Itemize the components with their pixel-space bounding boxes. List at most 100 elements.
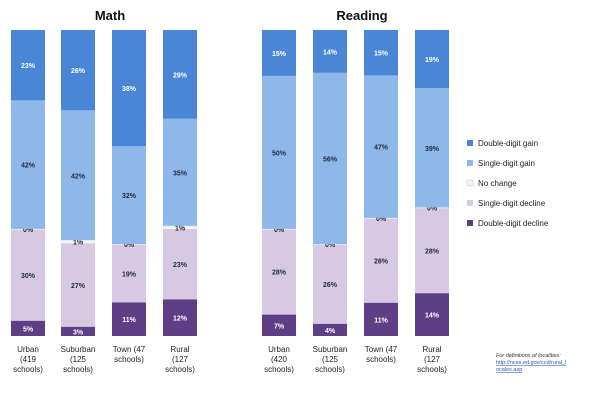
math-label-single-digit-gain-4: 35% (173, 170, 188, 177)
math-label-no-change-1: 0% (23, 227, 34, 234)
reading-label-double-digit-decline-1: 7% (274, 323, 285, 330)
reading-bar-double-digit-decline-3 (364, 302, 398, 336)
math-label-double-digit-gain-4: 29% (173, 72, 188, 79)
reading-bar-single-digit-gain-1 (262, 75, 296, 229)
reading-label-no-change-4: 0% (427, 205, 438, 212)
reading-label-single-digit-decline-1: 28% (272, 270, 287, 277)
math-category-label-3: Town (47 schools) (113, 345, 146, 364)
reading-bar-single-digit-gain-2 (313, 72, 347, 245)
reading-bars: 7% 28% 0% 50% 15% 4% 26% 0% 56% 14% 11% 28% 0% 47% 15%… (262, 30, 449, 336)
math-bars: 5% 30% 0% 42% 23% 3% 27% 1% 42% 26% 11% 19% 0% 32% 38%… (11, 30, 197, 336)
reading-bar-single-digit-decline-3 (364, 217, 398, 303)
reading-bar-double-digit-decline-1 (262, 314, 296, 336)
math-bar-no-change-2 (61, 240, 95, 244)
math-category-label-1: Urban (419 schools) (13, 345, 43, 374)
reading-label-single-digit-gain-3: 47% (374, 145, 389, 152)
legend-swatch-single-digit-gain (467, 160, 473, 166)
reading-category-label-3: Town (47 schools) (365, 345, 398, 364)
reading-label-single-digit-gain-1: 50% (272, 150, 287, 157)
math-bar-single-digit-gain-4 (163, 118, 197, 226)
math-label-single-digit-decline-2: 27% (71, 283, 86, 290)
legend-label-single-digit-gain: Single-digit gain (478, 159, 535, 168)
math-bar-double-digit-gain-3 (112, 30, 146, 147)
math-bar-double-digit-decline-3 (112, 302, 146, 336)
reading-category-label-2: Suburban (125 schools) (313, 345, 348, 374)
legend-swatch-double-digit-decline (467, 220, 473, 226)
math-label-single-digit-decline-3: 19% (122, 271, 137, 278)
reading-label-single-digit-gain-4: 39% (425, 146, 440, 153)
reading-panel: Reading 7% 28% 0% 50% 15% 4% 26% 0% 56% 14% 11% 28%… (262, 8, 449, 374)
math-title: Math (95, 8, 125, 23)
math-label-double-digit-gain-1: 23% (21, 63, 36, 70)
legend-swatch-no-change (466, 179, 474, 187)
reading-label-double-digit-gain-1: 15% (272, 51, 287, 58)
math-label-double-digit-gain-3: 38% (122, 86, 137, 93)
math-label-no-change-4: 1% (175, 225, 186, 232)
math-label-double-digit-gain-2: 26% (71, 68, 86, 75)
math-bar-double-digit-decline-1 (11, 320, 45, 336)
reading-category-label-4: Rural (127 schools) (417, 345, 447, 374)
math-label-double-digit-decline-2: 3% (73, 329, 84, 336)
math-label-single-digit-decline-1: 30% (21, 273, 36, 280)
legend: Double-digit gain Single-digit gain No cha… (466, 139, 549, 228)
reading-bar-single-digit-decline-1 (262, 228, 296, 315)
reading-label-single-digit-decline-3: 28% (374, 258, 389, 265)
reading-label-single-digit-gain-2: 56% (323, 157, 338, 164)
reading-label-no-change-2: 0% (325, 242, 336, 249)
math-bar-single-digit-gain-2 (61, 110, 95, 241)
math-category-label-4: Rural (127 schools) (165, 345, 195, 374)
reading-bar-single-digit-decline-4 (415, 207, 449, 294)
reading-title: Reading (336, 8, 387, 23)
reading-bar-double-digit-gain-3 (364, 30, 398, 76)
note-link-line-1[interactable]: http://nces.ed.gov/ccd/rural_l (496, 360, 566, 366)
reading-label-double-digit-gain-2: 14% (323, 49, 338, 56)
reading-label-no-change-1: 0% (274, 227, 285, 234)
math-label-single-digit-decline-4: 23% (173, 262, 188, 269)
legend-swatch-double-digit-gain (467, 140, 473, 146)
reading-bar-double-digit-decline-4 (415, 293, 449, 336)
reading-label-double-digit-decline-2: 4% (325, 328, 336, 335)
reading-label-double-digit-gain-3: 15% (374, 51, 389, 58)
reading-bar-single-digit-gain-4 (415, 88, 449, 208)
reading-category-labels: Urban (420 schools) Suburban (125 schools) Tow… (264, 345, 447, 374)
math-label-single-digit-gain-1: 42% (21, 163, 36, 170)
reading-label-single-digit-decline-4: 28% (425, 248, 440, 255)
math-bar-single-digit-decline-3 (112, 244, 146, 303)
math-bar-double-digit-gain-4 (163, 30, 197, 119)
math-bar-single-digit-decline-2 (61, 243, 95, 327)
legend-label-single-digit-decline: Single-digit decline (478, 199, 546, 208)
math-label-double-digit-decline-1: 5% (23, 326, 34, 333)
legend-swatch-single-digit-decline (467, 200, 473, 206)
reading-category-label-1: Urban (420 schools) (264, 345, 294, 374)
math-label-no-change-3: 0% (124, 242, 135, 249)
math-label-double-digit-decline-4: 12% (173, 316, 188, 323)
legend-label-double-digit-gain: Double-digit gain (478, 139, 538, 148)
math-label-single-digit-gain-2: 42% (71, 173, 86, 180)
reading-bar-double-digit-gain-4 (415, 30, 449, 89)
locality-note: For definitions of localities: http://nc… (496, 353, 566, 373)
math-bar-single-digit-decline-1 (11, 228, 45, 321)
reading-label-double-digit-gain-4: 19% (425, 57, 440, 64)
note-text: For definitions of localities: (496, 353, 561, 359)
reading-bar-double-digit-decline-2 (313, 323, 347, 336)
note-link-line-2[interactable]: ocales.asp (496, 367, 522, 373)
math-panel: Math 5% 30% 0% 42% 23% 3% 27% 1% 42% 26% 11% 19% 0% 3… (11, 8, 197, 374)
reading-label-double-digit-decline-4: 14% (425, 313, 440, 320)
reading-label-single-digit-decline-2: 26% (323, 282, 338, 289)
reading-bar-double-digit-gain-1 (262, 30, 296, 76)
math-label-no-change-2: 1% (73, 240, 84, 247)
reading-label-double-digit-decline-3: 11% (374, 317, 388, 324)
reading-label-no-change-3: 0% (376, 216, 387, 223)
math-label-single-digit-gain-3: 32% (122, 193, 137, 200)
math-bar-double-digit-gain-1 (11, 30, 45, 101)
math-bar-no-change-4 (163, 225, 197, 229)
reading-bar-single-digit-gain-3 (364, 75, 398, 218)
math-bar-single-digit-gain-3 (112, 146, 146, 245)
math-bar-double-digit-gain-2 (61, 30, 95, 111)
math-bar-single-digit-gain-1 (11, 100, 45, 229)
legend-label-double-digit-decline: Double-digit decline (478, 219, 549, 228)
math-label-double-digit-decline-3: 11% (122, 317, 136, 324)
math-category-label-2: Suburban (125 schools) (61, 345, 96, 374)
math-category-labels: Urban (419 schools) Suburban (125 schools) Tow… (13, 345, 195, 374)
